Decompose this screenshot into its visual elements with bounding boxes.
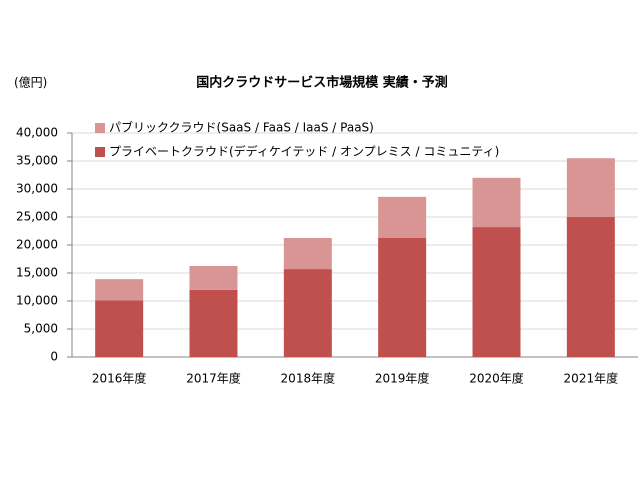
bar-segment — [472, 177, 521, 228]
x-tick-label: 2018年度 — [281, 371, 336, 386]
y-tick-label: 10,000 — [16, 294, 58, 308]
bar-segment — [283, 238, 332, 270]
bar-segment — [378, 238, 427, 357]
legend-swatch — [95, 123, 105, 133]
bar-segment — [95, 279, 144, 301]
y-tick-label: 20,000 — [16, 238, 58, 252]
bar-segment — [378, 196, 427, 238]
legend-label: プライベートクラウド(デディケイテッド / オンプレミス / コミュニティ) — [109, 144, 499, 159]
chart-title: 国内クラウドサービス市場規模 実績・予測 — [196, 75, 448, 91]
x-tick-label: 2016年度 — [92, 371, 147, 386]
legend-label: パブリッククラウド(SaaS / FaaS / IaaS / PaaS) — [109, 120, 374, 135]
y-axis-label: (億円) — [14, 76, 47, 90]
y-tick-label: 5,000 — [24, 322, 58, 336]
x-tick-label: 2020年度 — [469, 371, 524, 386]
bar-segment — [189, 266, 238, 290]
legend-swatch — [95, 147, 105, 157]
y-tick-label: 30,000 — [16, 182, 58, 196]
x-tick-label: 2017年度 — [186, 371, 241, 386]
y-tick-label: 0 — [50, 350, 58, 364]
y-tick-label: 35,000 — [16, 154, 58, 168]
y-tick-label: 25,000 — [16, 210, 58, 224]
y-tick-label: 15,000 — [16, 266, 58, 280]
bar-segment — [95, 300, 144, 357]
bar-segment — [566, 158, 615, 217]
x-tick-label: 2021年度 — [564, 371, 619, 386]
y-tick-label: 40,000 — [16, 126, 58, 140]
bar-segment — [283, 269, 332, 357]
x-tick-label: 2019年度 — [375, 371, 430, 386]
bar-segment — [472, 227, 521, 357]
bar-segment — [189, 289, 238, 357]
bar-segment — [566, 217, 615, 357]
